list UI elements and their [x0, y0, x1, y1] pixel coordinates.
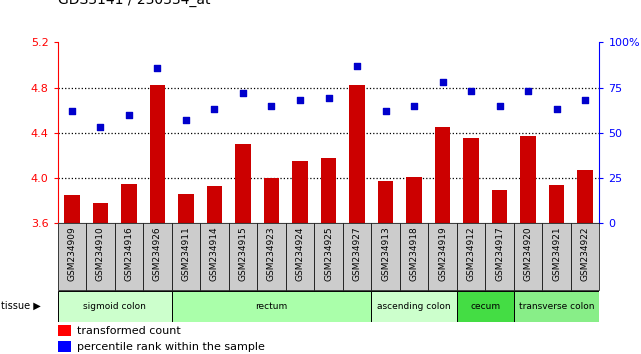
- Bar: [520, 136, 536, 223]
- FancyBboxPatch shape: [457, 223, 485, 290]
- FancyBboxPatch shape: [314, 223, 343, 290]
- FancyBboxPatch shape: [457, 291, 514, 321]
- Bar: [149, 85, 165, 223]
- Bar: [320, 158, 337, 223]
- Point: [210, 107, 220, 112]
- Bar: [435, 127, 451, 223]
- Bar: [549, 185, 565, 223]
- Bar: [121, 183, 137, 223]
- Bar: [578, 170, 593, 223]
- FancyBboxPatch shape: [229, 223, 257, 290]
- Point: [181, 117, 191, 123]
- Point: [67, 108, 77, 114]
- Bar: [492, 190, 508, 223]
- FancyBboxPatch shape: [514, 223, 542, 290]
- FancyBboxPatch shape: [371, 291, 457, 321]
- Point: [466, 88, 476, 94]
- FancyBboxPatch shape: [343, 223, 371, 290]
- Text: GSM234926: GSM234926: [153, 227, 162, 281]
- FancyBboxPatch shape: [514, 291, 599, 321]
- Point: [523, 88, 533, 94]
- Bar: [206, 186, 222, 223]
- FancyBboxPatch shape: [143, 223, 172, 290]
- Bar: [178, 194, 194, 223]
- Text: ascending colon: ascending colon: [377, 302, 451, 311]
- FancyBboxPatch shape: [571, 223, 599, 290]
- Point: [267, 103, 277, 108]
- FancyBboxPatch shape: [86, 223, 115, 290]
- Text: GDS3141 / 230334_at: GDS3141 / 230334_at: [58, 0, 210, 7]
- Bar: [463, 138, 479, 223]
- Bar: [235, 144, 251, 223]
- Bar: [263, 178, 279, 223]
- Bar: [406, 177, 422, 223]
- Text: GSM234916: GSM234916: [124, 227, 133, 281]
- Text: tissue ▶: tissue ▶: [1, 301, 40, 311]
- Text: cecum: cecum: [470, 302, 501, 311]
- Text: sigmoid colon: sigmoid colon: [83, 302, 146, 311]
- Text: GSM234911: GSM234911: [181, 227, 190, 281]
- Text: GSM234915: GSM234915: [238, 227, 247, 281]
- Text: rectum: rectum: [255, 302, 288, 311]
- Bar: [349, 85, 365, 223]
- Point: [551, 107, 562, 112]
- Bar: [64, 195, 79, 223]
- Point: [153, 65, 163, 70]
- Text: transformed count: transformed count: [77, 326, 180, 336]
- FancyBboxPatch shape: [286, 223, 314, 290]
- FancyBboxPatch shape: [371, 223, 400, 290]
- Text: transverse colon: transverse colon: [519, 302, 594, 311]
- FancyBboxPatch shape: [115, 223, 143, 290]
- Text: GSM234921: GSM234921: [552, 227, 561, 281]
- Point: [580, 97, 590, 103]
- Text: GSM234918: GSM234918: [410, 227, 419, 281]
- FancyBboxPatch shape: [257, 223, 286, 290]
- Point: [494, 103, 504, 108]
- Text: GSM234927: GSM234927: [353, 227, 362, 281]
- Point: [352, 63, 362, 69]
- Point: [295, 97, 305, 103]
- Point: [380, 108, 390, 114]
- Text: GSM234910: GSM234910: [96, 227, 105, 281]
- Bar: [58, 341, 71, 353]
- Bar: [292, 161, 308, 223]
- Text: GSM234912: GSM234912: [467, 227, 476, 281]
- Text: GSM234923: GSM234923: [267, 227, 276, 281]
- Bar: [58, 325, 71, 336]
- Text: GSM234924: GSM234924: [296, 227, 304, 281]
- FancyBboxPatch shape: [58, 223, 86, 290]
- FancyBboxPatch shape: [172, 291, 371, 321]
- Text: GSM234919: GSM234919: [438, 227, 447, 281]
- Text: GSM234920: GSM234920: [524, 227, 533, 281]
- Text: percentile rank within the sample: percentile rank within the sample: [77, 342, 265, 352]
- FancyBboxPatch shape: [428, 223, 457, 290]
- Text: GSM234925: GSM234925: [324, 227, 333, 281]
- Text: GSM234914: GSM234914: [210, 227, 219, 281]
- Point: [238, 90, 248, 96]
- FancyBboxPatch shape: [400, 223, 428, 290]
- Bar: [378, 181, 394, 223]
- Text: GSM234909: GSM234909: [67, 227, 76, 281]
- FancyBboxPatch shape: [58, 291, 172, 321]
- Point: [323, 96, 333, 101]
- FancyBboxPatch shape: [542, 223, 571, 290]
- FancyBboxPatch shape: [485, 223, 514, 290]
- Bar: [92, 203, 108, 223]
- Point: [437, 79, 447, 85]
- FancyBboxPatch shape: [172, 223, 200, 290]
- Point: [124, 112, 134, 118]
- Text: GSM234917: GSM234917: [495, 227, 504, 281]
- Text: GSM234913: GSM234913: [381, 227, 390, 281]
- Point: [409, 103, 419, 108]
- FancyBboxPatch shape: [200, 223, 229, 290]
- Text: GSM234922: GSM234922: [581, 227, 590, 281]
- Point: [96, 125, 106, 130]
